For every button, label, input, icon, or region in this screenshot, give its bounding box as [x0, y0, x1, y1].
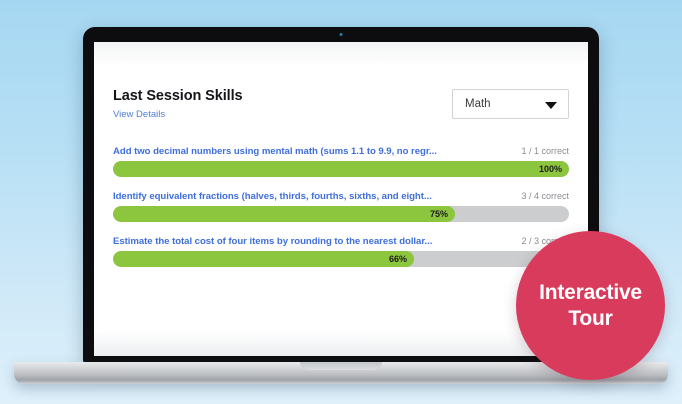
- progress-percent-label: 100%: [538, 164, 562, 174]
- interactive-tour-label: Interactive Tour: [539, 280, 642, 330]
- laptop-screen: Last Session Skills View Details Math Ad…: [94, 42, 588, 356]
- app-viewport: Last Session Skills View Details Math Ad…: [94, 42, 588, 356]
- skill-row: Estimate the total cost of four items by…: [113, 236, 569, 267]
- skill-row: Identify equivalent fractions (halves, t…: [113, 191, 569, 222]
- skill-row-header: Estimate the total cost of four items by…: [113, 236, 569, 247]
- skill-correct-count: 2 / 3 correct: [521, 236, 569, 246]
- interactive-tour-badge[interactable]: Interactive Tour: [516, 231, 665, 380]
- skill-row: Add two decimal numbers using mental mat…: [113, 146, 569, 177]
- view-details-link[interactable]: View Details: [113, 109, 166, 120]
- subject-select[interactable]: Math: [452, 89, 569, 119]
- progress-bar: 100%: [113, 161, 569, 177]
- skill-row-header: Add two decimal numbers using mental mat…: [113, 146, 569, 157]
- skill-name-link[interactable]: Add two decimal numbers using mental mat…: [113, 146, 437, 157]
- skill-name-link[interactable]: Identify equivalent fractions (halves, t…: [113, 191, 432, 202]
- progress-fill: [113, 161, 569, 177]
- progress-percent-label: 66%: [388, 254, 407, 264]
- laptop-base-notch: [300, 362, 382, 370]
- skill-name-link[interactable]: Estimate the total cost of four items by…: [113, 236, 433, 247]
- webcam-icon: [339, 33, 343, 36]
- progress-fill: [113, 251, 414, 267]
- progress-bar: 66%: [113, 251, 569, 267]
- chevron-down-icon: [545, 102, 557, 109]
- subject-select-value: Math: [465, 98, 491, 110]
- progress-fill: [113, 206, 455, 222]
- laptop-base: [14, 362, 668, 384]
- skill-correct-count: 1 / 1 correct: [521, 146, 569, 156]
- skill-correct-count: 3 / 4 correct: [521, 191, 569, 201]
- laptop-frame: Last Session Skills View Details Math Ad…: [83, 27, 599, 364]
- progress-percent-label: 75%: [429, 209, 448, 219]
- skills-list: Add two decimal numbers using mental mat…: [113, 146, 569, 281]
- skill-row-header: Identify equivalent fractions (halves, t…: [113, 191, 569, 202]
- page-title: Last Session Skills: [113, 88, 243, 104]
- progress-bar: 75%: [113, 206, 569, 222]
- header: Last Session Skills View Details Math: [113, 88, 569, 134]
